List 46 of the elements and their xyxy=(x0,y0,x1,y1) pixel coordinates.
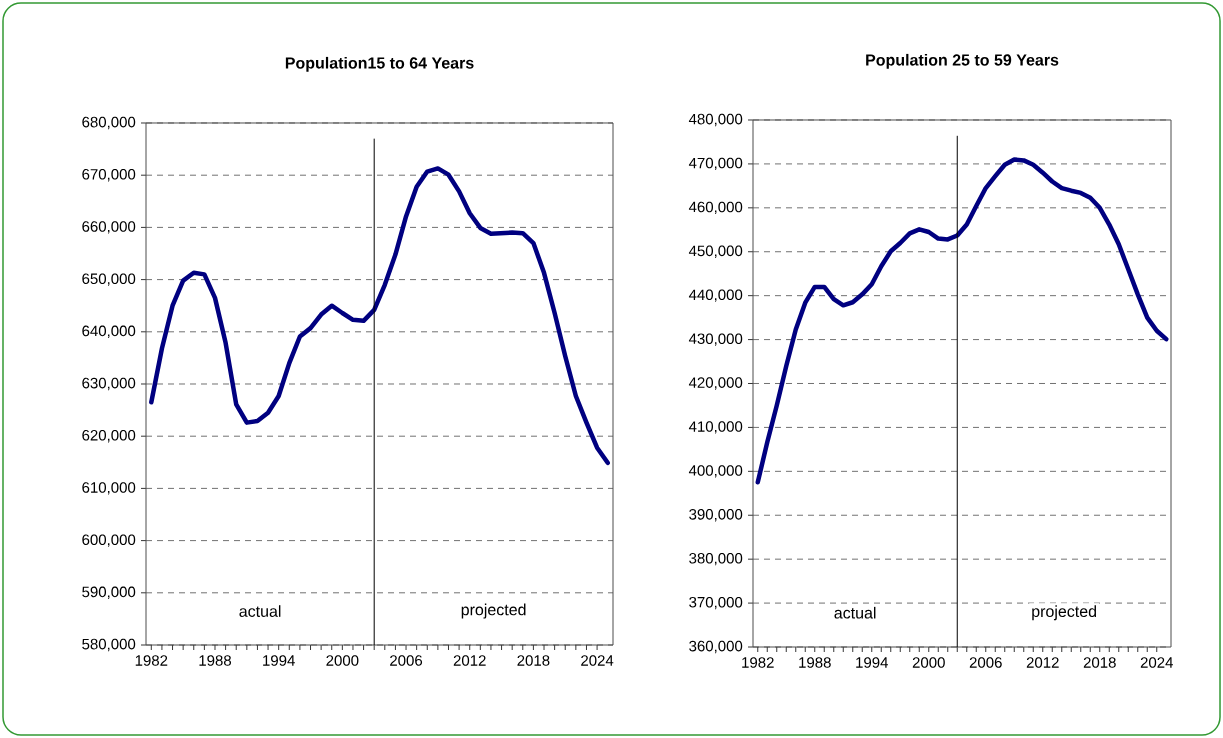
y-tick-label: 380,000 xyxy=(689,552,743,566)
y-tick-label: 370,000 xyxy=(689,596,743,610)
x-tick-label: 1994 xyxy=(263,655,295,666)
y-tick-label: 450,000 xyxy=(688,245,743,258)
y-tick-label: 440,000 xyxy=(688,289,743,302)
y-tick-label: 590,000 xyxy=(82,586,136,599)
x-tick-label: 2012 xyxy=(1026,657,1059,668)
chart-title: Population15 to 64 Years xyxy=(285,56,474,72)
x-tick-label: 2018 xyxy=(1083,657,1116,668)
y-tick-label: 650,000 xyxy=(82,273,136,286)
y-tick-label: 660,000 xyxy=(82,221,136,234)
y-tick-label: 400,000 xyxy=(688,465,743,478)
y-tick-label: 640,000 xyxy=(82,325,136,338)
y-tick-label: 390,000 xyxy=(689,509,743,522)
y-tick-label: 430,000 xyxy=(688,333,743,346)
y-tick-label: 610,000 xyxy=(82,482,136,495)
y-tick-label: 460,000 xyxy=(688,201,743,215)
x-tick-label: 1988 xyxy=(199,655,232,666)
y-tick-label: 580,000 xyxy=(82,638,136,652)
chart-title: Population 25 to 59 Years xyxy=(866,53,1059,69)
y-tick-label: 420,000 xyxy=(688,377,743,390)
x-tick-label: 2006 xyxy=(390,655,423,666)
y-tick-label: 480,000 xyxy=(688,113,743,127)
y-tick-label: 410,000 xyxy=(688,421,743,434)
x-tick-label: 2006 xyxy=(969,657,1002,668)
x-tick-label: 1982 xyxy=(742,657,774,668)
x-tick-label: 2000 xyxy=(326,655,359,666)
x-tick-label: 1994 xyxy=(856,657,888,668)
y-tick-label: 680,000 xyxy=(82,116,136,130)
y-tick-label: 470,000 xyxy=(688,157,743,171)
x-tick-label: 2024 xyxy=(1140,657,1173,668)
x-tick-label: 2024 xyxy=(581,655,614,666)
x-tick-label: 2012 xyxy=(453,655,486,666)
y-tick-label: 630,000 xyxy=(82,377,136,391)
annotation: actual xyxy=(239,605,281,617)
y-tick-label: 360,000 xyxy=(689,640,743,654)
x-tick-label: 2018 xyxy=(517,655,550,666)
annotation: projected xyxy=(1032,605,1097,621)
annotation: projected xyxy=(461,603,526,619)
y-tick-label: 670,000 xyxy=(82,169,136,182)
x-tick-label: 2000 xyxy=(912,657,945,668)
y-tick-label: 620,000 xyxy=(82,430,136,443)
annotation: actual xyxy=(834,606,876,619)
x-tick-label: 1988 xyxy=(799,657,831,668)
y-tick-label: 600,000 xyxy=(82,534,136,547)
x-tick-label: 1982 xyxy=(135,655,168,666)
